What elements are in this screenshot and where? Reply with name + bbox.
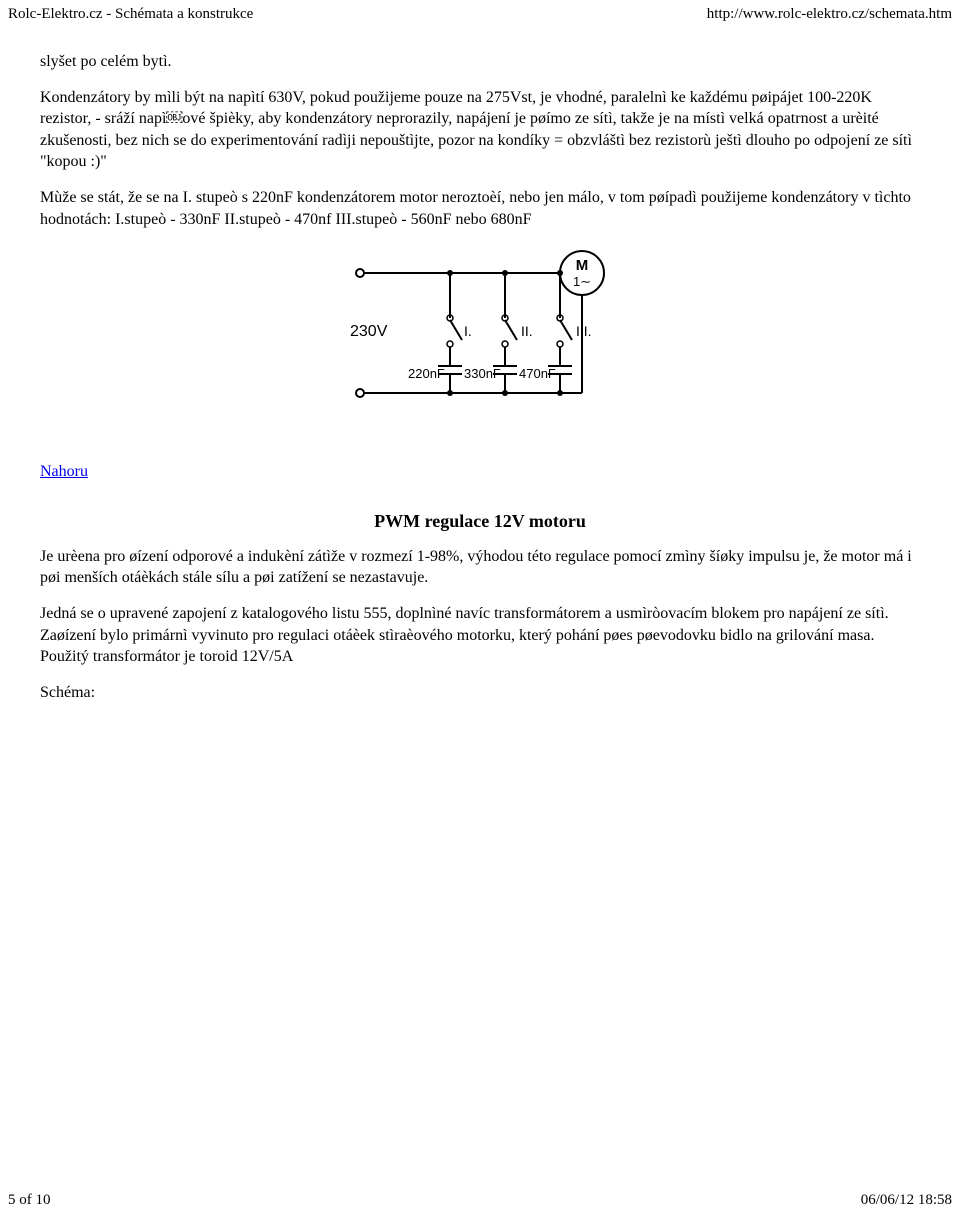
paragraph-4: Je urèena pro øízení odporové a indukèní… xyxy=(40,546,920,589)
voltage-label: 230V xyxy=(350,323,388,340)
paragraph-5: Jedná se o upravené zapojení z katalogov… xyxy=(40,603,920,668)
paragraph-3: Mùže se stát, že se na I. stupeò s 220nF… xyxy=(40,187,920,230)
paragraph-6: Schéma: xyxy=(40,682,920,704)
cap-value-1: 220nF xyxy=(408,366,445,381)
circuit-schematic: M 1∼ I. II. III. xyxy=(40,248,920,443)
header-right: http://www.rolc-elektro.cz/schemata.htm xyxy=(707,6,952,23)
paragraph-1: slyšet po celém bytì. xyxy=(40,51,920,73)
motor-label-1: 1∼ xyxy=(573,274,591,289)
switch-label-2: II. xyxy=(521,323,533,339)
switch-label-1: I. xyxy=(464,323,472,339)
paragraph-2: Kondenzátory by mìli být na napìtí 630V,… xyxy=(40,87,920,173)
nahoru-link[interactable]: Nahoru xyxy=(40,463,88,480)
footer-page: 5 of 10 xyxy=(8,1192,51,1209)
switch-label-3: III. xyxy=(576,323,592,339)
section-title-pwm: PWM regulace 12V motoru xyxy=(40,511,920,532)
footer-datetime: 06/06/12 18:58 xyxy=(861,1192,952,1209)
header-left: Rolc-Elektro.cz - Schémata a konstrukce xyxy=(8,6,253,23)
cap-value-2: 330nF xyxy=(464,366,501,381)
motor-label-m: M xyxy=(576,257,589,274)
cap-value-3: 470nF xyxy=(519,366,556,381)
